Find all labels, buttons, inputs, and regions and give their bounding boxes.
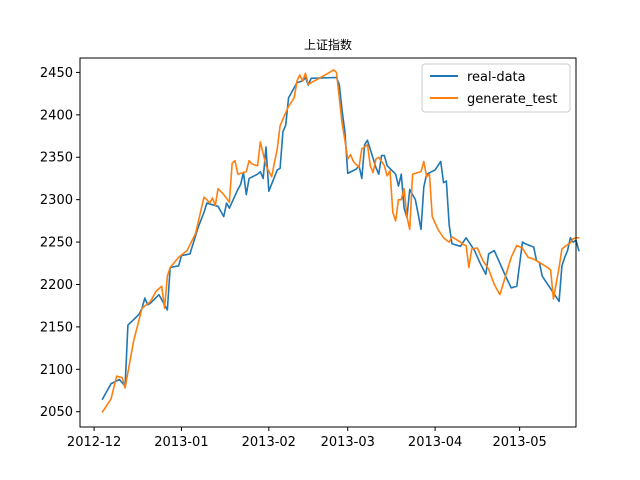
legend-label-generate-test: generate_test	[467, 92, 557, 107]
legend-label-real-data: real-data	[467, 70, 526, 85]
x-tick-label: 2013-01	[154, 435, 208, 450]
x-tick-label: 2013-05	[492, 435, 546, 450]
y-tick-label: 2250	[40, 236, 73, 251]
y-tick-label: 2450	[40, 66, 73, 81]
legend: real-data generate_test	[421, 63, 571, 113]
x-tick-label: 2013-02	[242, 435, 296, 450]
y-tick-label: 2300	[40, 193, 73, 208]
legend-box	[421, 63, 571, 113]
y-tick-label: 2400	[40, 108, 73, 123]
x-tick-label: 2013-04	[408, 435, 462, 450]
x-tick-label: 2013-03	[321, 435, 375, 450]
y-tick-label: 2200	[40, 278, 73, 293]
y-tick-label: 2350	[40, 151, 73, 166]
series-line-generate-test	[101, 69, 580, 413]
x-tick-label: 2012-12	[67, 435, 121, 450]
series-line-real-data	[101, 76, 580, 401]
plot-frame	[79, 57, 577, 428]
y-tick-label: 2100	[40, 363, 73, 378]
chart-title: 上证指数	[304, 37, 352, 52]
x-axis: 2012-12 2013-01 2013-02 2013-03 2013-04 2013-…	[67, 427, 547, 450]
y-tick-label: 2150	[40, 320, 73, 335]
series-lines	[101, 69, 580, 413]
y-tick-label: 2050	[40, 405, 73, 420]
y-axis: 2050 2100 2150 2200 2250 2300 2350 2400 2450	[40, 66, 80, 420]
